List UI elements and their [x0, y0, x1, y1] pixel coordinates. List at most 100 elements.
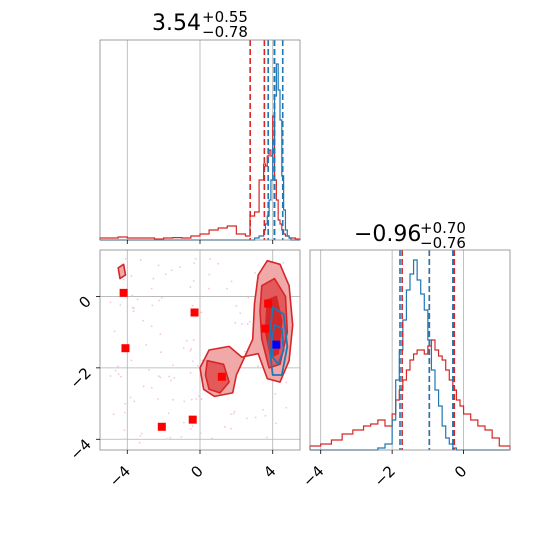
scatter-point [248, 320, 251, 323]
scatter-point [160, 351, 162, 354]
scatter-point [124, 257, 127, 260]
scatter-point [285, 406, 288, 409]
scatter-point [170, 379, 172, 382]
scatter-point [131, 294, 134, 297]
scatter-point [130, 359, 133, 362]
scatter-point [200, 311, 203, 314]
scatter-point [157, 264, 160, 267]
scatter-point [241, 323, 243, 326]
scatter-point [275, 422, 277, 425]
right-title-value: −0.96 [354, 222, 421, 247]
scatter-point [130, 275, 133, 277]
scatter-point [157, 397, 159, 400]
blue-square-marker [272, 340, 281, 349]
scatter-point [123, 429, 126, 432]
scatter-point [225, 287, 228, 290]
scatter-point [234, 321, 237, 324]
scatter-point [192, 339, 195, 341]
scatter-point [211, 437, 213, 440]
scatter-point [109, 375, 112, 377]
scatter-point [254, 416, 257, 419]
red-square-marker [121, 344, 130, 353]
scatter-point [145, 343, 148, 346]
scatter-point [201, 359, 204, 362]
top-title-value: 3.54 [152, 11, 201, 36]
scatter-point [139, 258, 142, 261]
scatter-point [233, 410, 236, 413]
red-square-marker [119, 288, 128, 297]
scatter-point [180, 436, 183, 438]
scatter-point [119, 304, 122, 307]
scatter-point [200, 398, 203, 401]
scatter-point [199, 337, 201, 340]
scatter-point [122, 278, 125, 281]
scatter-point [157, 375, 160, 378]
red-contour-island [204, 359, 230, 394]
scatter-point [150, 386, 153, 389]
scatter-point [133, 400, 136, 403]
scatter-point [189, 286, 192, 289]
scatter-point [254, 272, 256, 274]
right-title-minus: −0.76 [420, 234, 466, 252]
scatter-point [167, 412, 170, 415]
histogram-series-1 [310, 259, 510, 451]
scatter-point [172, 398, 174, 401]
scatter-point [264, 414, 267, 417]
scatter-point [191, 425, 194, 428]
scatter-point [168, 375, 171, 378]
scatter-point [223, 425, 226, 428]
scatter-point [230, 280, 233, 283]
scatter-point [142, 385, 145, 388]
y-tick-label: −4 [66, 435, 94, 463]
x-tick-label: 4 [260, 462, 279, 481]
red-square-marker [261, 324, 270, 333]
scatter-point [173, 376, 176, 379]
scatter-point [192, 279, 195, 282]
scatter-point [113, 330, 116, 333]
blue-contour-outer [268, 306, 289, 376]
scatter-point [183, 421, 185, 424]
x-tick-label: −4 [299, 462, 327, 490]
scatter-point [191, 360, 194, 363]
scatter-point [109, 301, 112, 304]
scatter-point [217, 262, 220, 265]
right-marginal-histogram: −4 −2 0 [299, 249, 511, 490]
scatter-point [112, 413, 115, 416]
scatter-point [193, 262, 196, 265]
scatter-point [164, 273, 167, 276]
x-tick-label: −4 [106, 462, 134, 490]
top-marginal-histogram [99, 39, 301, 244]
y-tick-label: −2 [66, 364, 94, 392]
scatter-point [170, 269, 173, 271]
red-square-marker [217, 372, 226, 381]
scatter-point [138, 441, 141, 444]
scatter-point [190, 347, 193, 350]
scatter-point [169, 436, 172, 439]
scatter-point [158, 299, 161, 302]
plot-frame [309, 249, 511, 451]
scatter-point [207, 287, 210, 290]
scatter-point [266, 436, 268, 439]
red-square-marker [157, 422, 166, 431]
x-tick-label: 0 [187, 462, 206, 481]
scatter-point [150, 287, 153, 290]
scatter-point [274, 392, 277, 395]
scatter-point [189, 427, 192, 430]
scatter-point [209, 258, 212, 260]
scatter-point [230, 413, 233, 416]
scatter-point [142, 319, 145, 322]
scatter-point [194, 258, 197, 260]
histogram-series-0 [309, 339, 511, 450]
scatter-point [183, 400, 186, 403]
scatter-point [235, 305, 238, 307]
scatter-point [160, 296, 163, 299]
joint-contour-scatter: −4 0 4 0 −2 −4 [66, 249, 301, 490]
scatter-point [182, 347, 185, 350]
scatter-point [190, 398, 193, 401]
scatter-point [189, 371, 192, 374]
scatter-point [199, 432, 202, 435]
scatter-point [230, 427, 232, 430]
scatter-point [140, 432, 143, 435]
scatter-point [133, 307, 135, 310]
